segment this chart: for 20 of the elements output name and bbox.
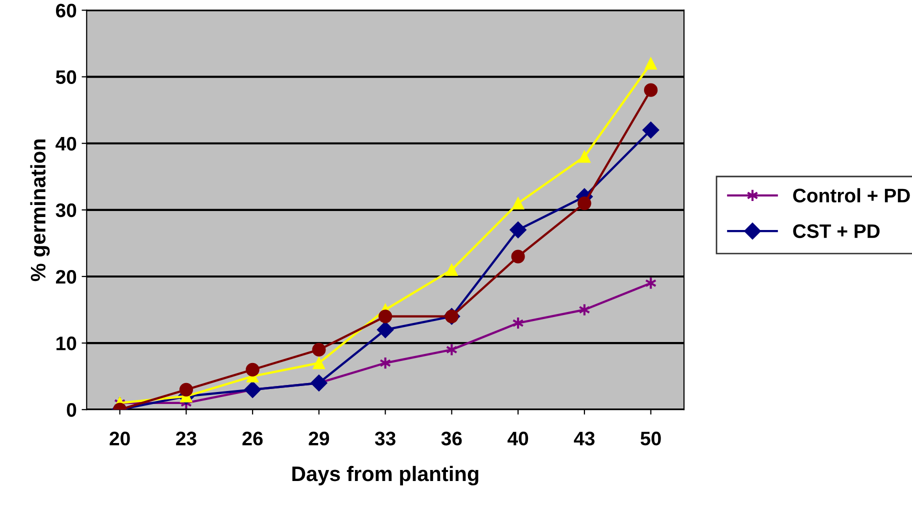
y-tick-label: 10	[56, 336, 76, 350]
y-tick-label: 60	[56, 4, 76, 18]
x-tick-label: 20	[110, 432, 130, 446]
legend-label: Control + PD	[793, 188, 910, 202]
y-tick-label: 0	[66, 403, 76, 417]
x-axis-title: Days from planting	[292, 466, 478, 486]
y-tick-label: 50	[56, 70, 76, 84]
y-axis-title: % germination	[30, 139, 50, 282]
y-tick-label: 40	[56, 136, 76, 151]
x-tick-label: 33	[374, 432, 396, 446]
y-tick-label: 30	[56, 203, 76, 218]
x-tick-label: 50	[640, 432, 661, 446]
y-tick-label: 20	[56, 270, 76, 284]
x-tick-label: 40	[508, 432, 528, 446]
legend-label: CST + PD	[793, 224, 880, 238]
x-tick-label: 36	[441, 432, 462, 446]
x-tick-label: 23	[176, 432, 196, 446]
x-tick-label: 26	[242, 432, 263, 446]
x-tick-label: 29	[308, 432, 330, 446]
x-tick-label: 43	[574, 432, 595, 446]
